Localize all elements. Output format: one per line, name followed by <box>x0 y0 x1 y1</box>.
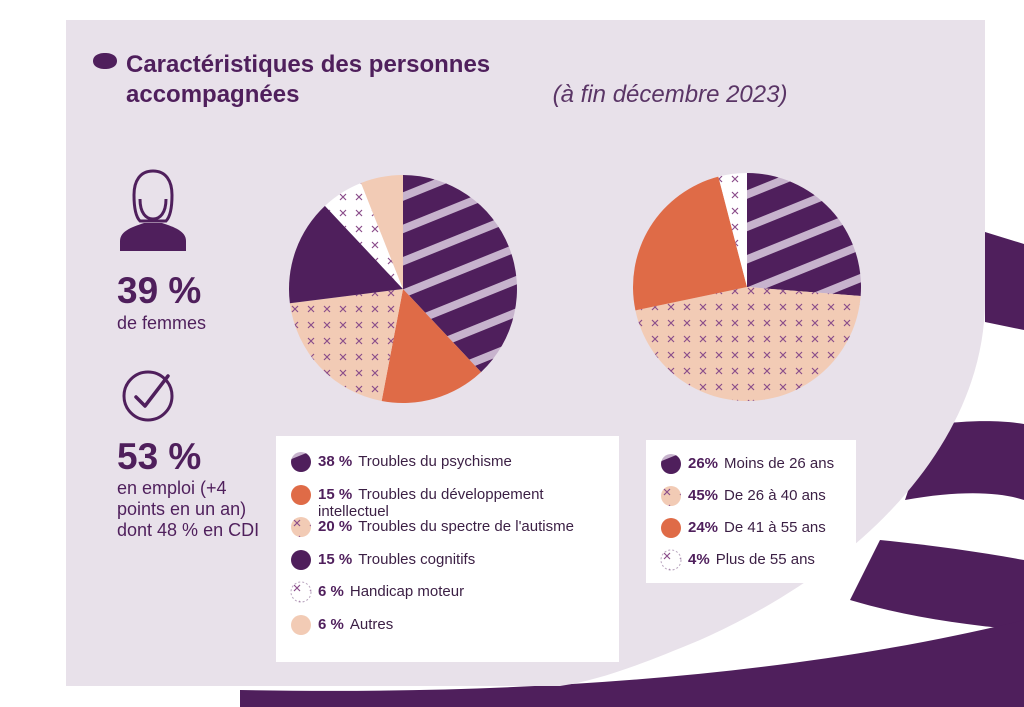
page-title: Caractéristiques des personnes accompagn… <box>126 50 787 110</box>
legend-percentage: 38 % <box>318 453 353 470</box>
page-title-main: Caractéristiques des personnes accompagn… <box>126 51 491 108</box>
legend-percentage: 15 % <box>318 550 353 568</box>
pie-slice-handicap-moteur <box>324 183 403 289</box>
legend-percentage: 45% <box>688 487 719 504</box>
employment-percentage: 53 % <box>117 436 202 477</box>
pie-slice-de-26-a-40-ans <box>635 287 861 401</box>
legend-label: Plus de 55 ans <box>715 551 815 568</box>
pie-slice-de-41-a-55-ans <box>633 176 747 311</box>
legend-swatch <box>291 517 311 537</box>
legend-item-de-26-a-40-ans: 45% De 26 à 40 ans <box>660 485 826 507</box>
legend-item-autres: 6 % Autres <box>290 614 393 636</box>
legend-text: 24% De 41 à 55 ans <box>688 517 826 536</box>
legend-label: Troubles du psychisme <box>358 453 512 470</box>
legend-item-de-41-a-55-ans: 24% De 41 à 55 ans <box>660 517 826 539</box>
legend-percentage: 6 % <box>318 583 344 600</box>
legend-percentage: 4% <box>688 551 710 568</box>
pie-slice-autres <box>361 175 403 289</box>
legend-percentage: 15 % <box>318 485 353 503</box>
legend-label: Troubles du spectre de l'autisme <box>358 518 574 535</box>
legend-ages: 26% Moins de 26 ans 45% De 26 à 40 ans 24% De… <box>646 440 856 583</box>
legend-percentage: 20 % <box>318 518 353 535</box>
legend-label: Troubles cognitifs <box>358 550 476 568</box>
legend-label: Moins de 26 ans <box>724 455 835 472</box>
pie-slice-troubles-du-spectre-de-l-autisme <box>289 289 403 401</box>
legend-text: 6 % Autres <box>318 614 393 633</box>
legend-item-troubles-du-psychisme: 38 % Troubles du psychisme <box>290 451 512 473</box>
legend-label: Troubles du développement intellectuel <box>318 485 544 520</box>
legend-text: 15 % Troubles cognitifs <box>318 549 475 568</box>
legend-percentage: 26% <box>688 455 719 472</box>
legend-swatch <box>660 549 682 571</box>
legend-swatch <box>661 454 681 474</box>
legend-item-troubles-du-developpement-intellectuel: 15 % Troubles du développement intellectu… <box>290 484 578 520</box>
legend-text: 26% Moins de 26 ans <box>688 453 834 472</box>
pie-slice-plus-de-55-ans <box>718 173 747 287</box>
women-caption: de femmes <box>117 313 207 333</box>
legend-text: 45% De 26 à 40 ans <box>688 485 826 504</box>
women-percentage: 39 % <box>117 270 202 311</box>
pie-slice-troubles-du-psychisme <box>403 175 517 373</box>
legend-label: Handicap moteur <box>349 583 465 600</box>
bullet-icon <box>93 53 117 69</box>
legend-item-plus-de-55-ans: 4% Plus de 55 ans <box>660 549 815 571</box>
legend-swatch <box>291 549 311 570</box>
legend-label: De 26 à 40 ans <box>724 487 826 504</box>
pie-slice-troubles-cognitifs <box>289 205 403 304</box>
legend-swatch <box>291 452 311 472</box>
legend-label: De 41 à 55 ans <box>724 519 826 536</box>
legend-item-moins-de-26-ans: 26% Moins de 26 ans <box>660 453 834 475</box>
legend-disabilities: 38 % Troubles du psychisme 15 % Troubles du… <box>276 436 619 662</box>
legend-text: 4% Plus de 55 ans <box>688 549 815 568</box>
legend-text: 6 % Handicap moteur <box>318 581 464 600</box>
legend-swatch <box>291 484 311 505</box>
legend-item-troubles-du-spectre-de-l-autisme: 20 % Troubles du spectre de l'autisme <box>290 516 574 538</box>
legend-swatch <box>291 614 311 635</box>
pie-chart-disabilities <box>289 175 517 403</box>
legend-item-handicap-moteur: 6 % Handicap moteur <box>290 581 464 603</box>
pie-slice-moins-de-26-ans <box>747 173 861 297</box>
pie-slice-troubles-du-developpement-intellectuel <box>381 289 482 403</box>
page-subtitle: (à fin décembre 2023) <box>552 81 788 108</box>
woman-icon <box>120 169 186 251</box>
legend-item-troubles-cognitifs: 15 % Troubles cognitifs <box>290 549 475 571</box>
legend-percentage: 6 % <box>318 615 344 633</box>
legend-label: Autres <box>349 615 394 633</box>
legend-text: 20 % Troubles du spectre de l'autisme <box>318 516 574 535</box>
legend-text: 15 % Troubles du développement intellectu… <box>318 484 578 520</box>
legend-swatch <box>661 486 681 506</box>
legend-text: 38 % Troubles du psychisme <box>318 451 512 470</box>
legend-swatch <box>661 518 681 538</box>
check-circle-icon <box>122 370 174 422</box>
employment-caption: en emploi (+4 points en un an) dont 48 %… <box>117 478 260 540</box>
legend-percentage: 24% <box>688 519 719 536</box>
legend-swatch <box>290 581 312 603</box>
pie-chart-ages <box>633 173 861 401</box>
